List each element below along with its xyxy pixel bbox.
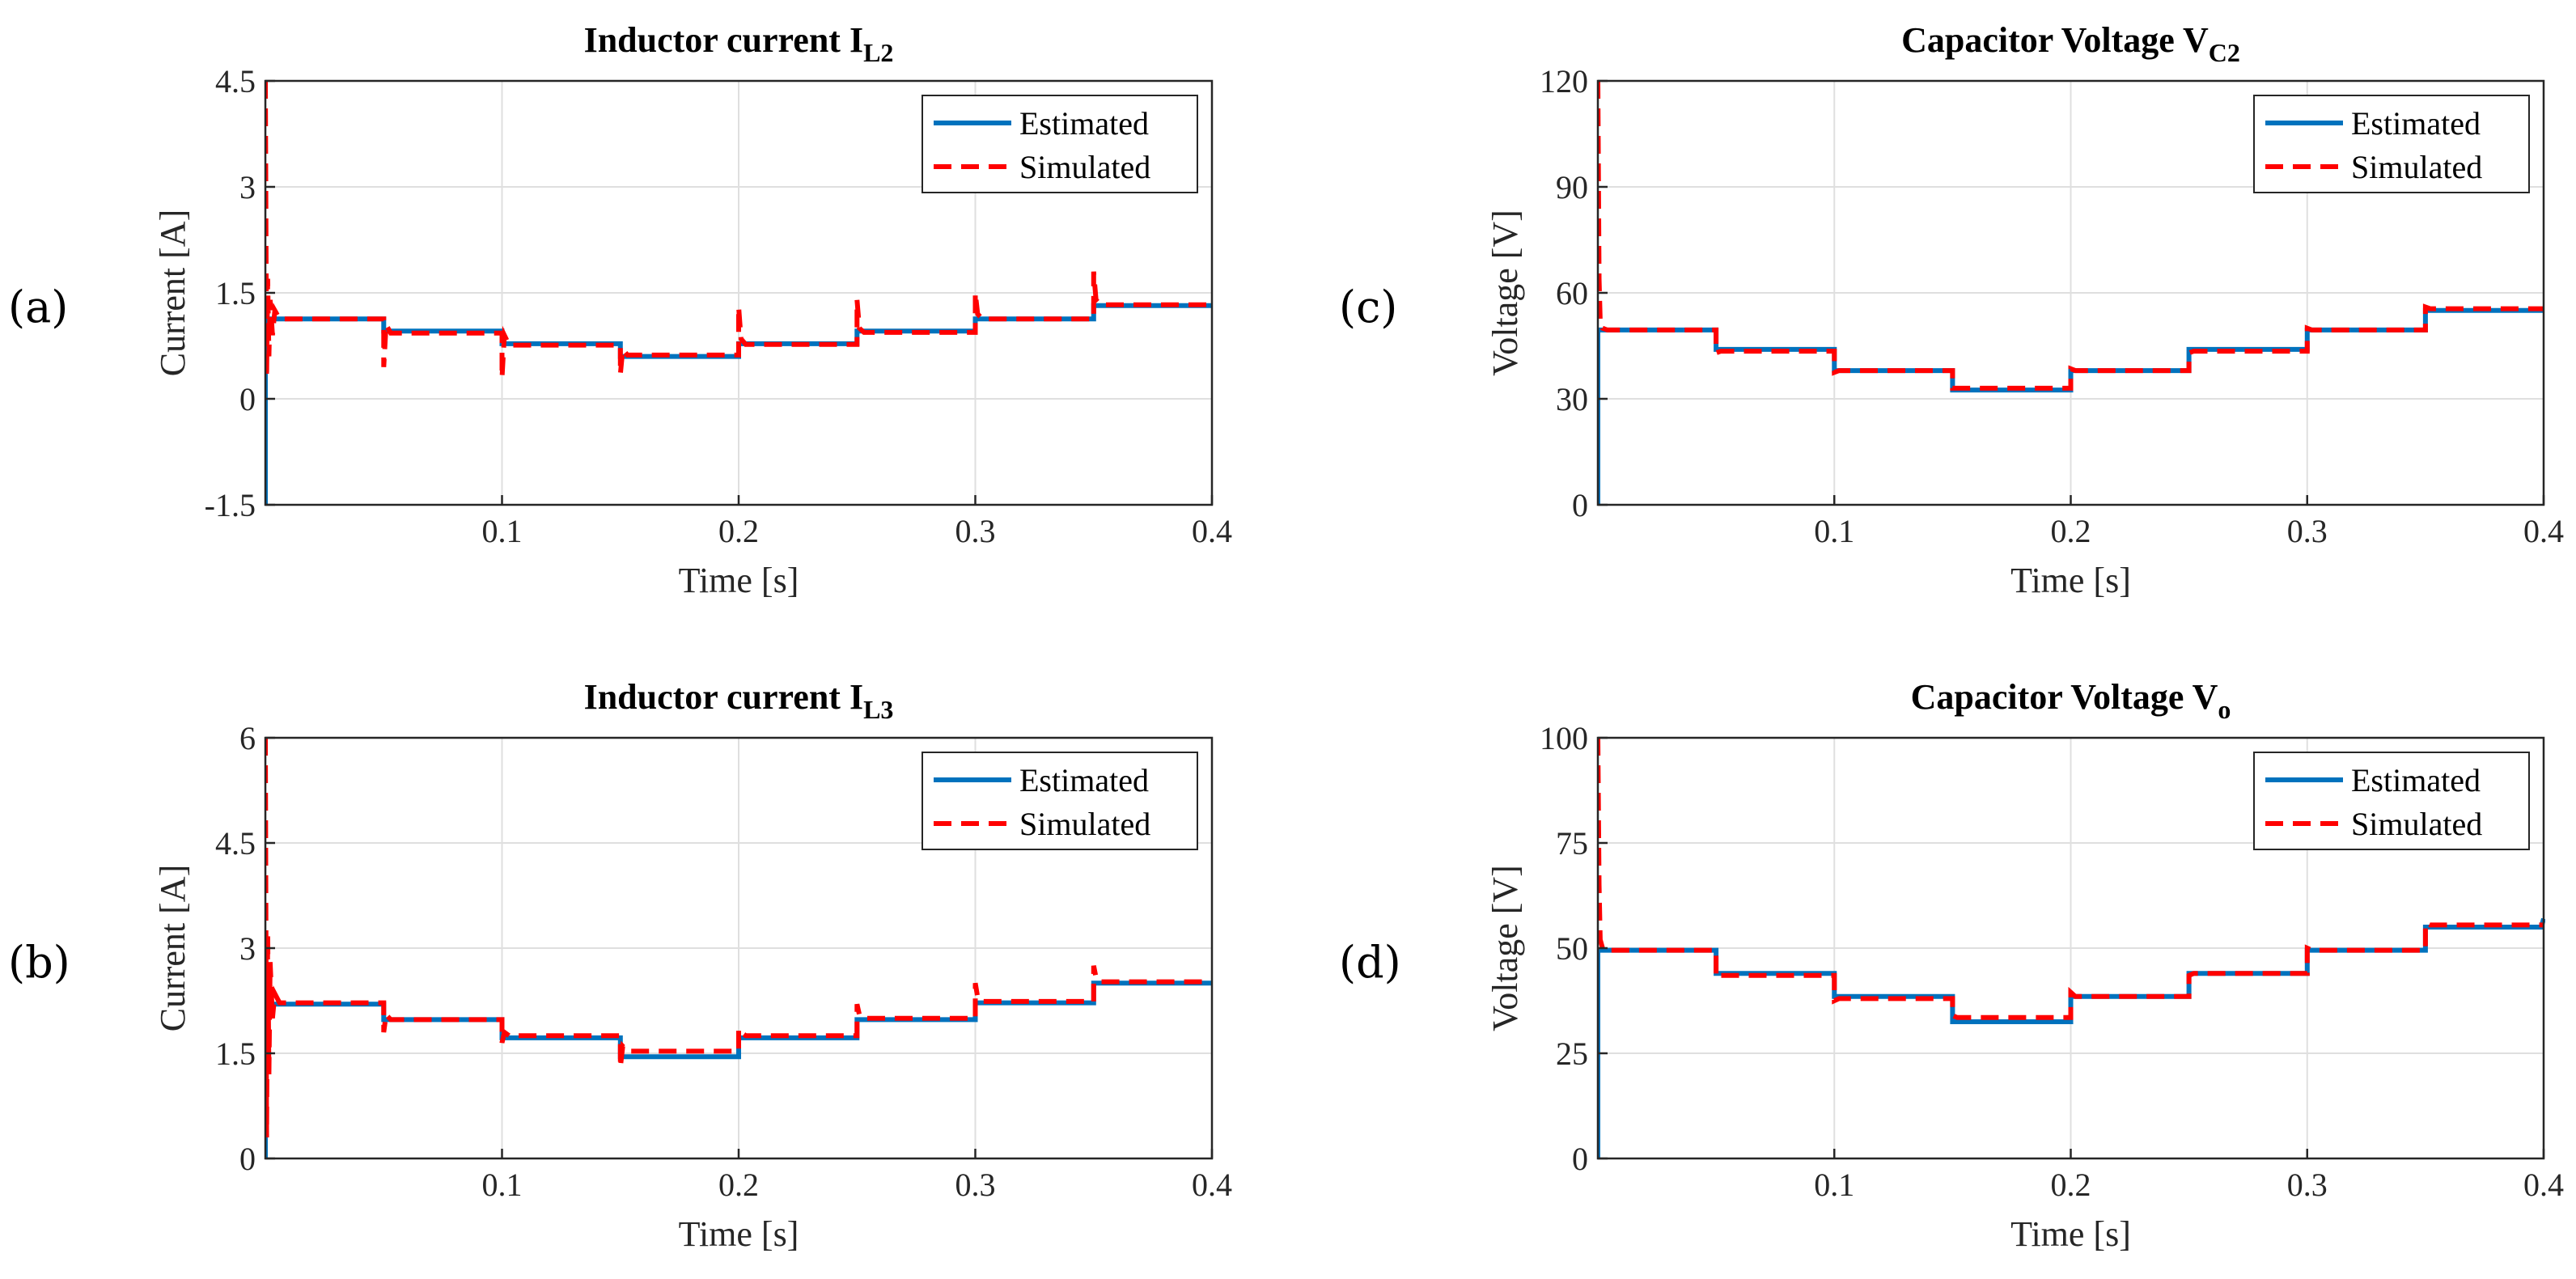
x-tick-label: 0.2 (718, 513, 759, 549)
chart-title: Inductor current IL3 (584, 677, 894, 724)
y-axis-label: Voltage [V] (1485, 865, 1525, 1031)
panel-letter: (b) (8, 937, 70, 988)
legend-estimated-label: Estimated (2351, 105, 2481, 142)
chart-title-subscript: L2 (863, 38, 893, 67)
x-tick-label: 0.2 (2051, 513, 2091, 549)
legend: Estimated Simulated (922, 752, 1198, 850)
legend-box (922, 95, 1198, 193)
chart-panel: 0.1 0.2 0.3 0.4 0 1.5 3 4.5 6 Inductor current IL… (8, 677, 1232, 1254)
y-tick-label: 60 (1556, 275, 1588, 311)
y-tick-label: 1.5 (215, 1035, 256, 1072)
legend: Estimated Simulated (2253, 95, 2530, 193)
panel-letter: (a) (8, 282, 68, 332)
x-tick-label: 0.1 (1814, 513, 1854, 549)
x-tick-label: 0.4 (2523, 513, 2564, 549)
chart-title: Capacitor Voltage Vo (1911, 677, 2231, 724)
legend-box (2253, 752, 2530, 850)
y-tick-label: 0 (1572, 1141, 1588, 1177)
y-axis-label: Current [A] (153, 210, 193, 377)
legend-simulated-label: Simulated (2351, 149, 2482, 185)
legend-box (2253, 95, 2530, 193)
y-tick-label: -1.5 (205, 487, 256, 523)
legend-simulated-label: Simulated (1019, 806, 1150, 842)
y-tick-label: 6 (239, 720, 256, 756)
x-axis-label: Time [s] (2010, 1214, 2131, 1254)
y-tick-label: 4.5 (215, 63, 256, 100)
chart-panel: 0.1 0.2 0.3 0.4 0 25 50 75 100 Capacitor Voltage … (1339, 677, 2564, 1254)
y-tick-label: 3 (239, 930, 256, 967)
legend-simulated-label: Simulated (1019, 149, 1150, 185)
x-tick-label: 0.4 (1192, 513, 1232, 549)
x-tick-label: 0.4 (1192, 1167, 1232, 1203)
y-tick-label: 75 (1556, 825, 1588, 862)
x-axis-label: Time [s] (679, 1214, 799, 1254)
y-tick-label: 0 (239, 1141, 256, 1177)
legend-simulated-label: Simulated (2351, 806, 2482, 842)
legend: Estimated Simulated (922, 95, 1198, 193)
y-tick-label: 25 (1556, 1035, 1588, 1072)
chart-panel: 0.1 0.2 0.3 0.4 -1.5 0 1.5 3 4.5 Inductor current… (8, 20, 1232, 600)
y-tick-label: 100 (1540, 720, 1588, 756)
x-tick-label: 0.1 (482, 513, 523, 549)
y-axis-label: Current [A] (153, 865, 193, 1032)
panel-letter: (d) (1339, 937, 1401, 988)
simulated-series-line (265, 737, 1212, 1138)
y-tick-label: 120 (1540, 63, 1588, 100)
x-tick-label: 0.3 (955, 513, 996, 549)
x-tick-label: 0.3 (2287, 513, 2328, 549)
chart-title-subscript: o (2218, 695, 2231, 724)
x-tick-label: 0.1 (482, 1167, 523, 1203)
y-tick-label: 0 (1572, 487, 1588, 523)
x-axis-label: Time [s] (679, 561, 799, 600)
chart-panel: 0.1 0.2 0.3 0.4 0 30 60 90 120 Capacitor Voltage … (1339, 20, 2564, 600)
estimated-series-line (1598, 917, 2545, 1158)
y-tick-label: 1.5 (215, 275, 256, 311)
chart-title: Capacitor Voltage VC2 (1901, 20, 2240, 67)
chart-title-subscript: L3 (863, 695, 893, 724)
x-tick-label: 0.2 (2051, 1167, 2091, 1203)
y-tick-label: 0 (239, 381, 256, 417)
legend-estimated-label: Estimated (2351, 762, 2481, 798)
chart-title: Inductor current IL2 (584, 20, 894, 67)
x-tick-label: 0.4 (2523, 1167, 2564, 1203)
legend-box (922, 752, 1198, 850)
chart-title-subscript: C2 (2209, 38, 2240, 67)
y-tick-label: 4.5 (215, 825, 256, 862)
x-tick-label: 0.1 (1814, 1167, 1854, 1203)
legend-estimated-label: Estimated (1019, 105, 1149, 142)
legend-estimated-label: Estimated (1019, 762, 1149, 798)
simulated-series-line (1598, 80, 2544, 391)
x-tick-label: 0.2 (718, 1167, 759, 1203)
y-tick-label: 50 (1556, 930, 1588, 967)
y-tick-label: 90 (1556, 169, 1588, 205)
y-tick-label: 30 (1556, 381, 1588, 417)
simulated-series-line (1598, 737, 2544, 1020)
legend: Estimated Simulated (2253, 752, 2530, 850)
y-tick-label: 3 (239, 169, 256, 205)
simulated-series-line (265, 80, 1212, 378)
x-axis-label: Time [s] (2010, 561, 2131, 600)
panel-letter: (c) (1339, 282, 1397, 332)
x-tick-label: 0.3 (955, 1167, 996, 1203)
y-axis-label: Voltage [V] (1485, 210, 1525, 376)
x-tick-label: 0.3 (2287, 1167, 2328, 1203)
